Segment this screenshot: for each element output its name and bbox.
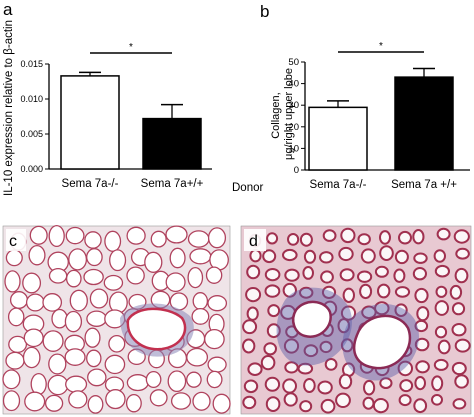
chart-b-ylabel-line-1: Collagen, [270, 92, 282, 138]
chart-a-ytick-label: 0.000 [20, 164, 43, 174]
panel-d-letter: d [249, 233, 258, 250]
chart-b-ytick-label: 40 [288, 79, 299, 90]
chart-a-category-label: Sema 7a-/- [62, 178, 119, 190]
micrograph-d: d [240, 225, 472, 415]
chart-b-significance-star: * [379, 41, 383, 52]
chart-a-bar-1 [60, 75, 120, 170]
panel-b-letter: b [260, 2, 269, 21]
chart-b-ytick-label: 30 [288, 100, 299, 111]
chart-a-ytick-label: 0.015 [20, 59, 43, 69]
chart-b-ytick-label: 50 [288, 57, 299, 68]
chart-a-significance-star: * [129, 42, 133, 53]
chart-b-ytick-label: 20 [288, 122, 299, 133]
chart-a-ytick-label: 0.005 [20, 129, 43, 139]
chart-b-category-label: Sema 7a +/+ [391, 179, 457, 191]
micrograph-c: c [2, 224, 231, 415]
chart-a-ylabel: IL-10 expression relative to β-actin [3, 20, 15, 196]
chart-b-bar-2 [394, 76, 454, 171]
chart-a-bar-2 [142, 117, 202, 170]
chart-b-ylabel: Collagen, μg/right upper lobe [270, 68, 295, 160]
chart-a-category-label: Sema 7a+/+ [141, 178, 204, 190]
panel-a-letter: a [3, 0, 13, 19]
chart-b-ytick-label: 10 [288, 143, 299, 154]
panel-c-letter: c [9, 233, 17, 250]
chart-b: Collagen, μg/right upper lobe 0 10 20 30 40 5… [270, 41, 470, 191]
donor-label: Donor [232, 182, 263, 194]
chart-b-ylabel-line-2: μg/right upper lobe [283, 68, 295, 160]
chart-a: IL-10 expression relative to β-actin 0.0… [3, 20, 212, 196]
chart-b-category-label: Sema 7a-/- [310, 179, 367, 191]
chart-b-bar-1 [308, 106, 368, 171]
chart-a-ytick-label: 0.010 [20, 94, 43, 104]
chart-b-ytick-label: 0 [294, 165, 299, 176]
